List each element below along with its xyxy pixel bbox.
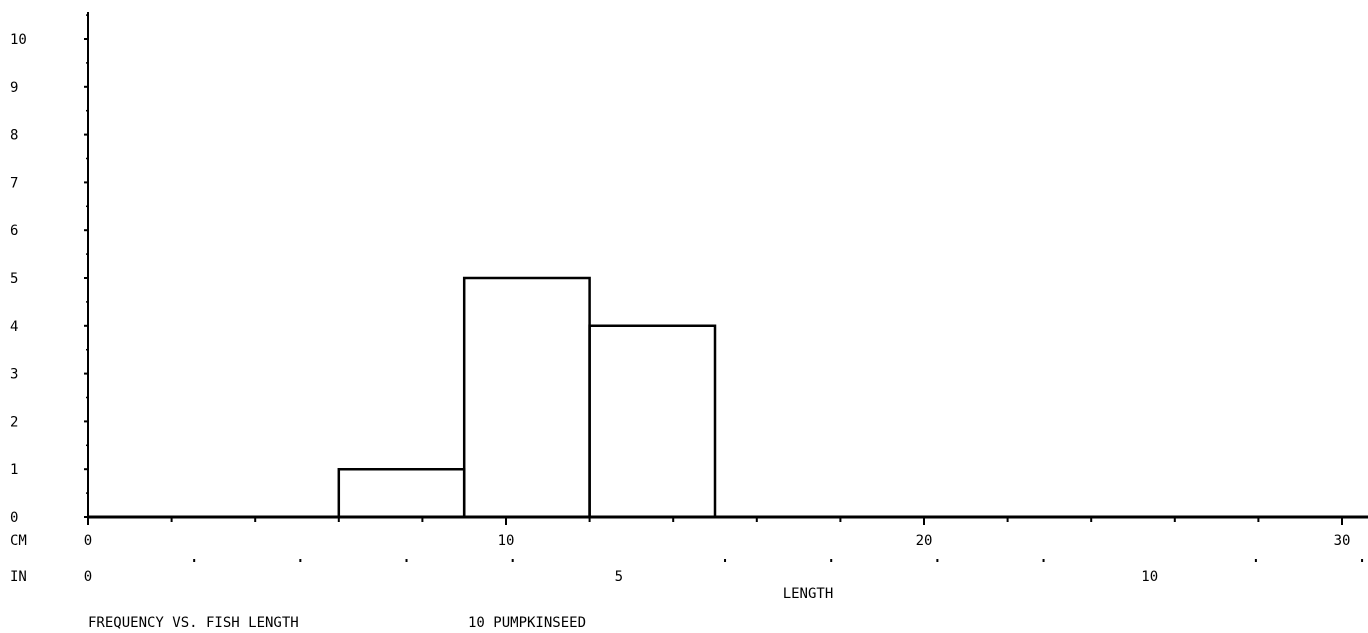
x-axis-label: LENGTH xyxy=(783,586,834,602)
y-tick-label: 10 xyxy=(10,32,27,48)
x-tick-label-cm: 0 xyxy=(84,533,92,549)
chart-labels: LENGTH FREQUENCY VS. FISH LENGTH 10 PUMP… xyxy=(88,586,833,631)
x-axis: CM 0 10 20 30 IN 0 5 10 xyxy=(10,515,1368,585)
x-minor-tick-in xyxy=(511,559,514,562)
x-minor-tick-in xyxy=(936,559,939,562)
y-tick-label: 5 xyxy=(10,271,18,287)
x-tick-label-cm: 30 xyxy=(1334,533,1351,549)
histogram-bar xyxy=(588,324,717,517)
histogram-bar xyxy=(462,276,591,517)
y-tick-label: 1 xyxy=(10,462,18,478)
x-tick-label-in: 10 xyxy=(1141,569,1158,585)
x-unit-label-in: IN xyxy=(10,569,27,585)
x-minor-tick-in xyxy=(1361,559,1364,562)
x-tick-label-cm: 20 xyxy=(916,533,933,549)
x-minor-tick-in xyxy=(724,559,727,562)
histogram-bars xyxy=(337,276,717,517)
chart-subtitle: 10 PUMPKINSEED xyxy=(468,615,586,631)
y-tick-label: 2 xyxy=(10,414,18,430)
y-tick-label: 4 xyxy=(10,319,18,335)
y-tick-label: 3 xyxy=(10,367,18,383)
x-minor-tick-in xyxy=(299,559,302,562)
chart-title: FREQUENCY VS. FISH LENGTH xyxy=(88,615,299,631)
y-tick-label: 6 xyxy=(10,223,18,239)
x-unit-label-cm: CM xyxy=(10,533,27,549)
x-minor-tick-in xyxy=(1042,559,1045,562)
x-minor-tick-in xyxy=(405,559,408,562)
x-tick-label-in: 0 xyxy=(84,569,92,585)
y-tick-label: 0 xyxy=(10,510,18,526)
x-minor-tick-in xyxy=(1254,559,1257,562)
x-tick-label-in: 5 xyxy=(615,569,623,585)
y-tick-label: 9 xyxy=(10,80,18,96)
y-tick-label: 8 xyxy=(10,128,18,144)
y-axis: 0 1 2 3 4 5 6 7 8 9 10 xyxy=(10,12,89,526)
x-minor-tick-in xyxy=(830,559,833,562)
x-minor-tick-in xyxy=(193,559,196,562)
y-tick-label: 7 xyxy=(10,175,18,191)
histogram-bar xyxy=(337,467,466,517)
x-tick-label-cm: 10 xyxy=(498,533,515,549)
